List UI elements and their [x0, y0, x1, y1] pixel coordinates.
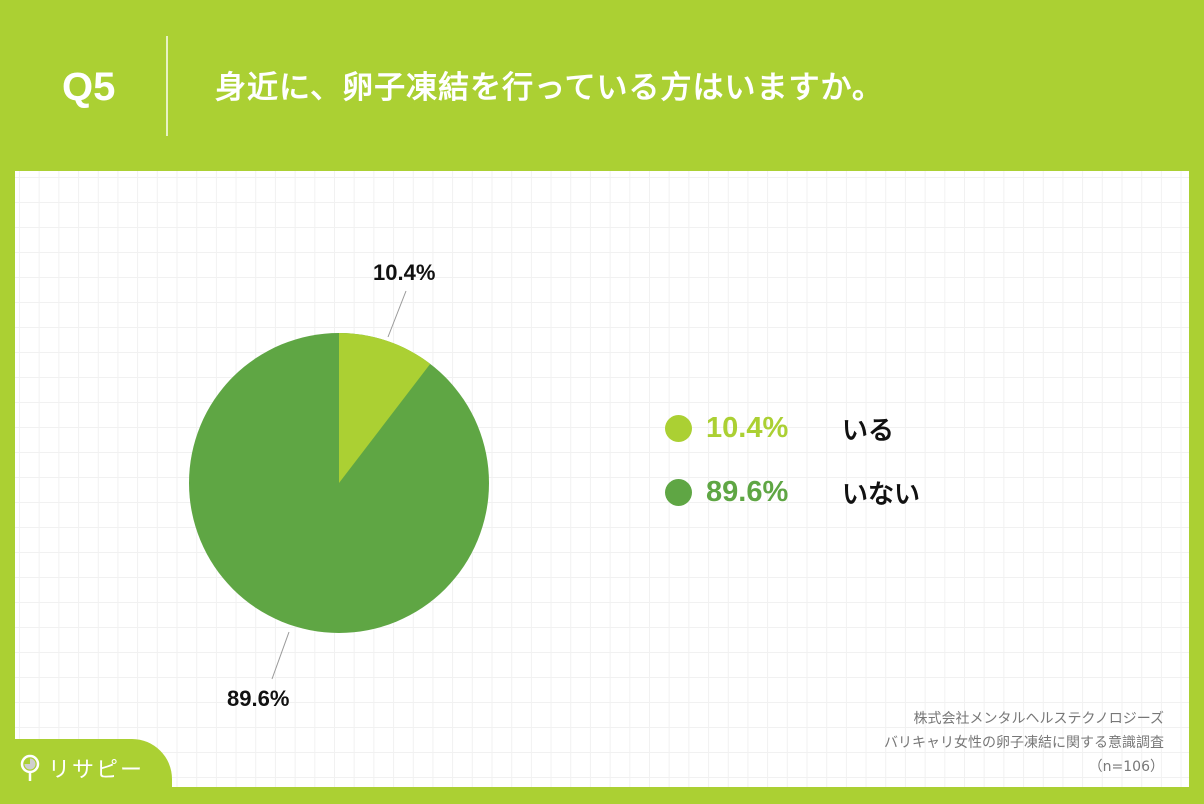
legend-item-no: 89.6% いない — [665, 472, 920, 512]
pie-label-yes: 10.4% — [373, 260, 436, 285]
legend-dot-icon — [665, 414, 692, 442]
brand-name: リサピー — [48, 758, 145, 783]
map-pin-pie-icon — [20, 754, 40, 781]
pie-slice-yes — [339, 333, 431, 483]
legend-label: いない — [842, 479, 921, 510]
page-title: 身近に、卵子凍結を行っている方はいますか。 — [215, 70, 884, 106]
source-sample: （n=106） — [1088, 759, 1164, 775]
source-survey: バリキャリ女性の卵子凍結に関する意識調査 — [884, 735, 1164, 751]
brand-logo: リサピー — [20, 752, 144, 784]
header: Q5 身近に、卵子凍結を行っている方はいますか。 — [0, 0, 1204, 171]
pie-label-no: 89.6% — [227, 686, 290, 711]
legend: 10.4% いる 89.6% いない — [665, 408, 920, 536]
legend-dot-icon — [665, 478, 692, 506]
legend-item-yes: 10.4% いる — [665, 408, 920, 448]
legend-pct: 10.4% — [706, 411, 789, 444]
legend-pct: 89.6% — [706, 475, 789, 508]
source-company: 株式会社メンタルヘルステクノロジーズ — [913, 711, 1164, 727]
leader-line-yes — [387, 290, 407, 338]
legend-label: いる — [842, 415, 895, 446]
question-number: Q5 — [62, 65, 116, 109]
leader-line-no — [271, 631, 290, 680]
source-note: 株式会社メンタルヘルステクノロジーズ バリキャリ女性の卵子凍結に関する意識調査 … — [884, 707, 1164, 779]
bottom-bar — [0, 787, 1204, 804]
header-divider — [166, 36, 168, 136]
